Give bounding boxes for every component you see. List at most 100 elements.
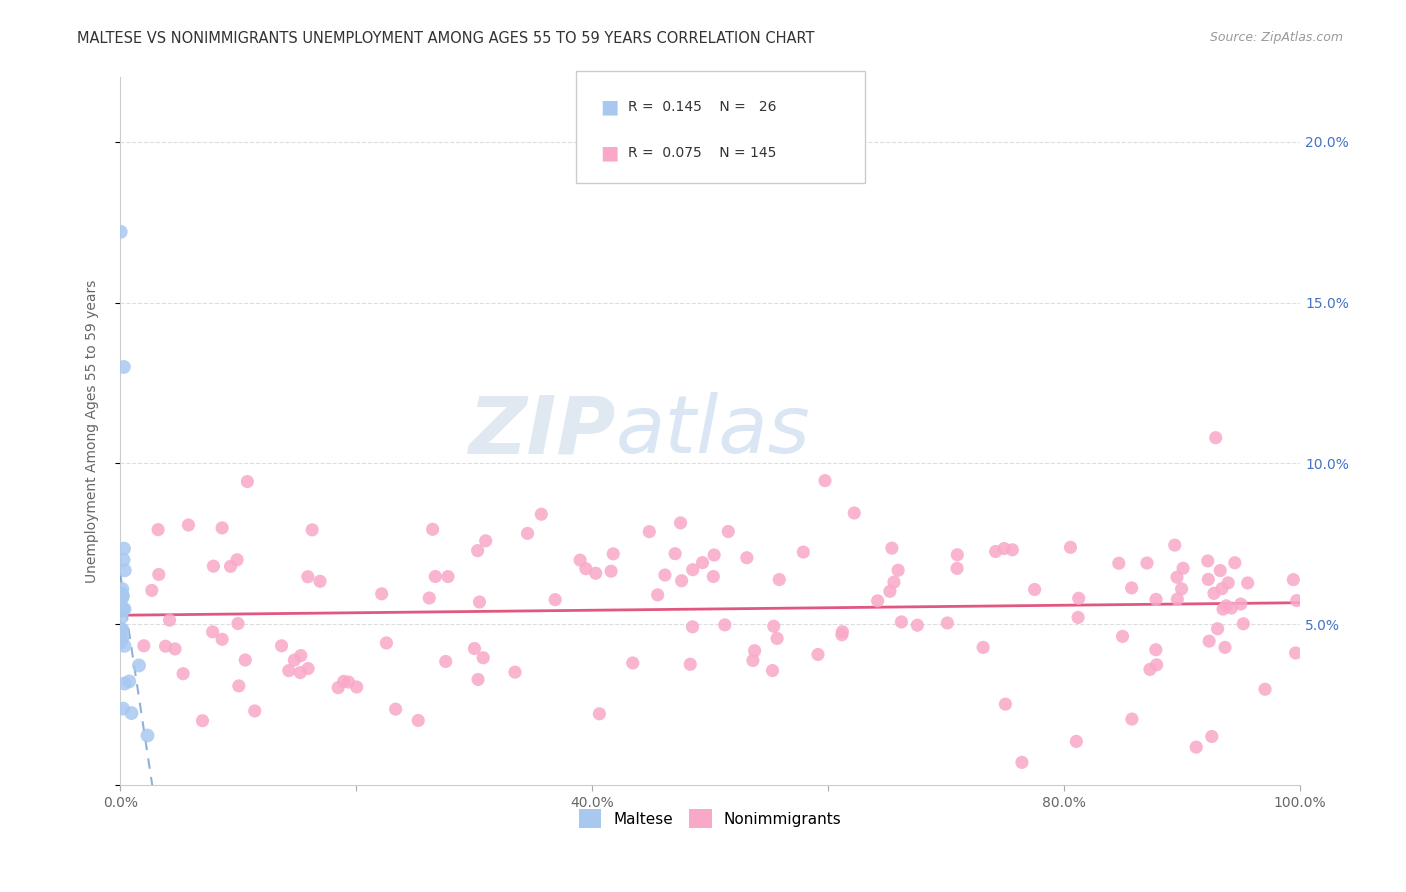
Point — [880, 541, 903, 556]
Point — [202, 559, 225, 574]
Text: ■: ■ — [600, 144, 619, 162]
Point — [468, 595, 491, 609]
Point — [503, 665, 526, 680]
Point — [467, 673, 489, 687]
Point — [290, 648, 312, 663]
Point — [890, 615, 912, 629]
Point — [530, 507, 553, 521]
Point — [128, 658, 150, 673]
Point — [946, 548, 969, 562]
Point — [807, 648, 830, 662]
Point — [110, 586, 132, 600]
Point — [742, 653, 765, 667]
Point — [682, 620, 704, 634]
Text: ZIP: ZIP — [468, 392, 616, 470]
Point — [766, 632, 789, 646]
Point — [136, 729, 159, 743]
Text: MALTESE VS NONIMMIGRANTS UNEMPLOYMENT AMONG AGES 55 TO 59 YEARS CORRELATION CHAR: MALTESE VS NONIMMIGRANTS UNEMPLOYMENT AM… — [77, 31, 815, 46]
Point — [972, 640, 994, 655]
Point — [692, 556, 714, 570]
Point — [1201, 730, 1223, 744]
Point — [1254, 682, 1277, 697]
Point — [148, 567, 170, 582]
Point — [762, 619, 785, 633]
Point — [1066, 734, 1088, 748]
Point — [1197, 554, 1219, 568]
Point — [569, 553, 592, 567]
Point — [110, 635, 132, 649]
Point — [831, 624, 853, 639]
Point — [141, 583, 163, 598]
Point — [418, 591, 440, 605]
Point — [1206, 622, 1229, 636]
Point — [1108, 556, 1130, 570]
Point — [669, 516, 692, 530]
Point — [1170, 582, 1192, 596]
Point — [114, 602, 136, 616]
Point — [201, 624, 224, 639]
Point — [544, 592, 567, 607]
Point — [114, 639, 136, 653]
Point — [1209, 564, 1232, 578]
Point — [717, 524, 740, 539]
Point — [370, 587, 392, 601]
Point — [1218, 575, 1240, 590]
Point — [905, 618, 928, 632]
Point — [1111, 629, 1133, 643]
Point — [163, 641, 186, 656]
Point — [1059, 541, 1081, 555]
Point — [1024, 582, 1046, 597]
Point — [883, 575, 905, 590]
Point — [621, 656, 644, 670]
Point — [110, 601, 132, 615]
Point — [422, 522, 444, 536]
Point — [936, 615, 959, 630]
Point — [647, 588, 669, 602]
Point — [132, 639, 155, 653]
Point — [472, 650, 495, 665]
Point — [309, 574, 332, 589]
Point — [463, 641, 485, 656]
Point — [191, 714, 214, 728]
Point — [516, 526, 538, 541]
Point — [155, 639, 177, 653]
Point — [1285, 593, 1308, 607]
Point — [994, 697, 1017, 711]
Point — [111, 623, 134, 637]
Point — [406, 714, 429, 728]
Point — [112, 701, 135, 715]
Point — [993, 541, 1015, 556]
Point — [283, 653, 305, 667]
Point — [111, 632, 134, 646]
Point — [1166, 570, 1188, 584]
Point — [1282, 573, 1305, 587]
Point — [831, 628, 853, 642]
Point — [425, 569, 447, 583]
Text: R =  0.075    N = 145: R = 0.075 N = 145 — [628, 145, 778, 160]
Point — [332, 674, 354, 689]
Point — [588, 706, 610, 721]
Point — [792, 545, 814, 559]
Point — [111, 588, 134, 602]
Point — [467, 543, 489, 558]
Point — [112, 553, 135, 567]
Point — [1212, 602, 1234, 616]
Point — [146, 523, 169, 537]
Point — [702, 569, 724, 583]
Point — [337, 675, 360, 690]
Point — [437, 569, 460, 583]
Point — [270, 639, 292, 653]
Point — [1121, 581, 1143, 595]
Point — [1136, 556, 1159, 570]
Point — [575, 562, 598, 576]
Text: ■: ■ — [600, 97, 619, 116]
Point — [112, 541, 135, 556]
Point — [761, 664, 783, 678]
Point — [1121, 712, 1143, 726]
Point — [1223, 556, 1246, 570]
Point — [585, 566, 607, 581]
Point — [1139, 662, 1161, 676]
Point — [879, 584, 901, 599]
Point — [290, 665, 312, 680]
Point — [638, 524, 661, 539]
